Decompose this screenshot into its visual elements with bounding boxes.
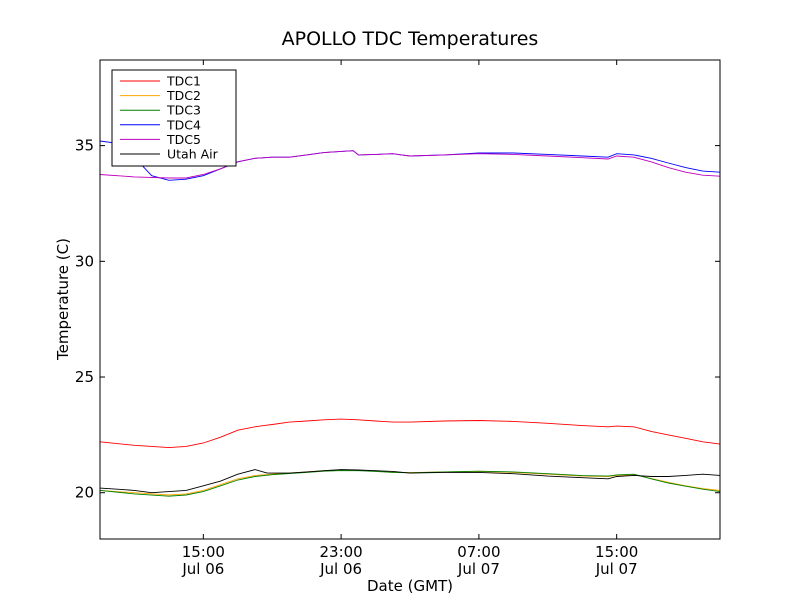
legend-label-tdc5: TDC5 <box>166 132 201 147</box>
x-tick-date-label: Jul 06 <box>319 560 362 578</box>
series-line-tdc5 <box>99 150 721 179</box>
x-tick-date-label: Jul 07 <box>595 560 638 578</box>
series-line-utah-air <box>99 469 721 494</box>
y-tick-label: 30 <box>75 252 94 270</box>
x-tick-label: 07:00 <box>457 543 500 561</box>
legend-box <box>111 69 237 167</box>
y-tick-label: 25 <box>75 368 94 386</box>
x-tick-date-label: Jul 06 <box>181 560 224 578</box>
x-tick-label: 15:00 <box>182 543 225 561</box>
x-axis-label: Date (GMT) <box>367 577 453 595</box>
x-tick-date-label: Jul 07 <box>457 560 500 578</box>
series-line-tdc1 <box>99 418 721 449</box>
legend-label-tdc1: TDC1 <box>166 74 201 89</box>
legend-label-tdc4: TDC4 <box>166 117 201 132</box>
series-line-tdc3 <box>99 470 721 497</box>
chart-title: APOLLO TDC Temperatures <box>282 28 539 50</box>
legend-label-utah-air: Utah Air <box>167 147 219 162</box>
x-tick-label: 15:00 <box>595 543 638 561</box>
plot-frame <box>99 59 721 540</box>
y-axis-label: Temperature (C) <box>54 238 72 361</box>
x-tick-label: 23:00 <box>319 543 362 561</box>
y-tick-label: 20 <box>75 484 94 502</box>
y-tick-label: 35 <box>75 137 94 155</box>
legend-label-tdc3: TDC3 <box>166 103 201 118</box>
legend-label-tdc2: TDC2 <box>166 88 201 103</box>
series-layer <box>99 140 721 497</box>
